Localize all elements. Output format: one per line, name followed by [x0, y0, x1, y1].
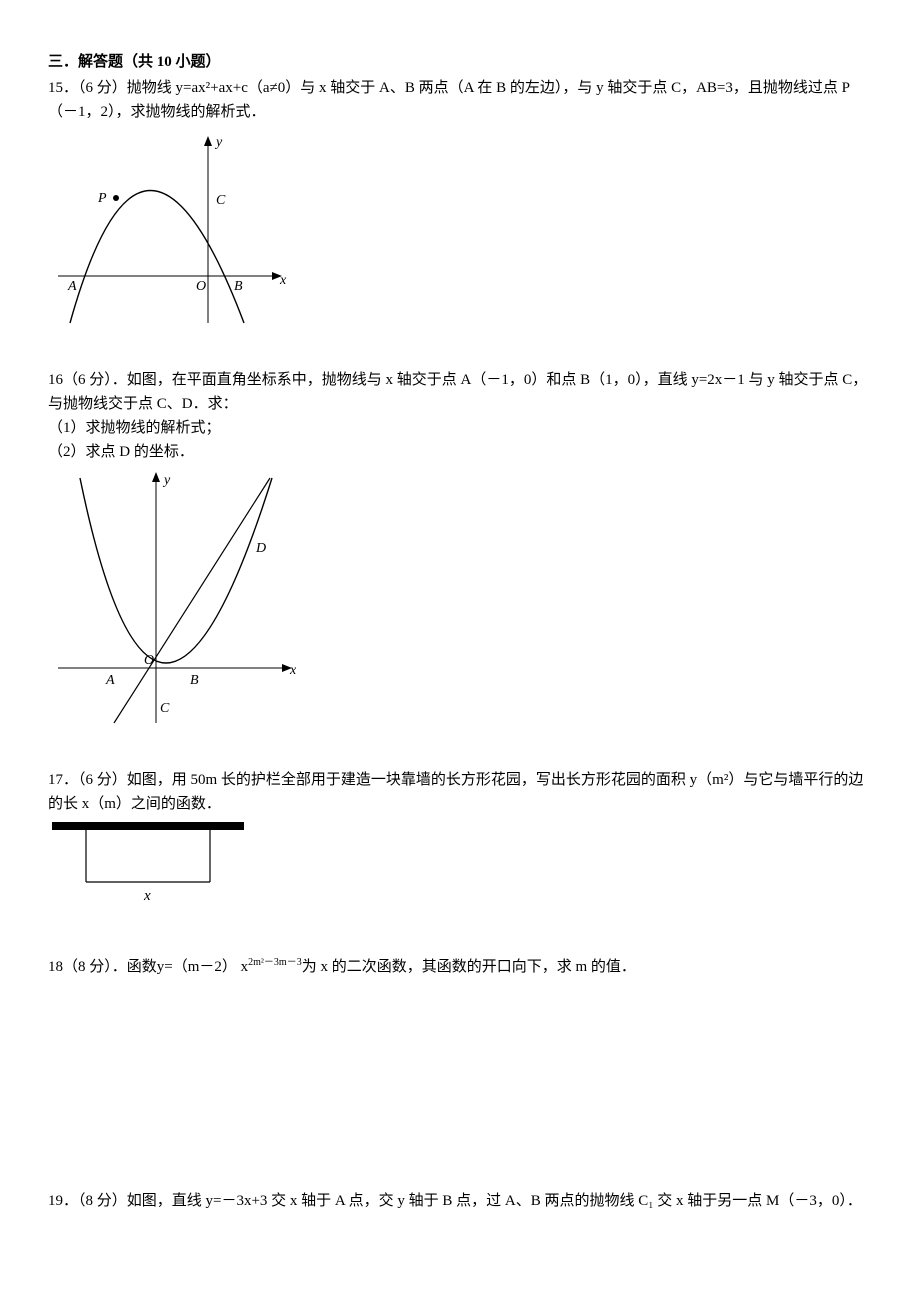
label-O: O	[196, 279, 206, 294]
problem-19: 19．（8 分）如图，直线 y=－3x+3 交 x 轴于 A 点，交 y 轴于 …	[48, 1189, 872, 1213]
label-C: C	[216, 193, 226, 208]
q18-suffix: 为 x 的二次函数，其函数的开口向下，求 m 的值．	[302, 959, 636, 975]
q17-text: 17．（6 分）如图，用 50m 长的护栏全部用于建造一块靠墙的长方形花园，写出…	[48, 768, 872, 816]
problem-18: 18（8 分）．函数y=（m－2） x2m²－3m－3为 x 的二次函数，其函数…	[48, 955, 872, 979]
label-A: A	[67, 279, 77, 294]
q15-text: 15．（6 分）抛物线 y=ax²+ax+c（a≠0）与 x 轴交于 A、B 两…	[48, 76, 872, 124]
label-x: x	[143, 888, 151, 904]
label-P: P	[97, 191, 107, 206]
label-x: x	[279, 273, 287, 288]
label-C: C	[160, 701, 170, 716]
q18-prefix: 18（8 分）．函数	[48, 959, 157, 975]
label-B: B	[190, 673, 199, 688]
q16-sub1: （1）求抛物线的解析式；	[48, 416, 872, 440]
q17-figure: x	[48, 820, 248, 905]
problem-16: 16（6 分）．如图，在平面直角坐标系中，抛物线与 x 轴交于点 A（－1，0）…	[48, 368, 872, 728]
problem-15: 15．（6 分）抛物线 y=ax²+ax+c（a≠0）与 x 轴交于 A、B 两…	[48, 76, 872, 328]
q16-sub2: （2）求点 D 的坐标．	[48, 440, 872, 464]
label-y: y	[162, 473, 171, 488]
q16-text: 16（6 分）．如图，在平面直角坐标系中，抛物线与 x 轴交于点 A（－1，0）…	[48, 368, 872, 416]
q16-figure: y x O A B C D	[48, 468, 298, 728]
section-title: 三．解答题（共 10 小题）	[48, 50, 872, 74]
label-x: x	[289, 663, 297, 678]
label-y: y	[214, 135, 223, 150]
q18-text: 18（8 分）．函数y=（m－2） x2m²－3m－3为 x 的二次函数，其函数…	[48, 955, 872, 979]
q15-figure: y x O A B C P	[48, 128, 288, 328]
q19-text: 19．（8 分）如图，直线 y=－3x+3 交 x 轴于 A 点，交 y 轴于 …	[48, 1189, 872, 1213]
label-D: D	[255, 541, 266, 556]
label-O: O	[144, 653, 154, 668]
label-A: A	[105, 673, 115, 688]
label-B: B	[234, 279, 243, 294]
problem-17: 17．（6 分）如图，用 50m 长的护栏全部用于建造一块靠墙的长方形花园，写出…	[48, 768, 872, 905]
q18-eq-y: y=（m－2）	[157, 959, 237, 975]
q18-exp: 2m²－3m－3	[248, 957, 302, 968]
